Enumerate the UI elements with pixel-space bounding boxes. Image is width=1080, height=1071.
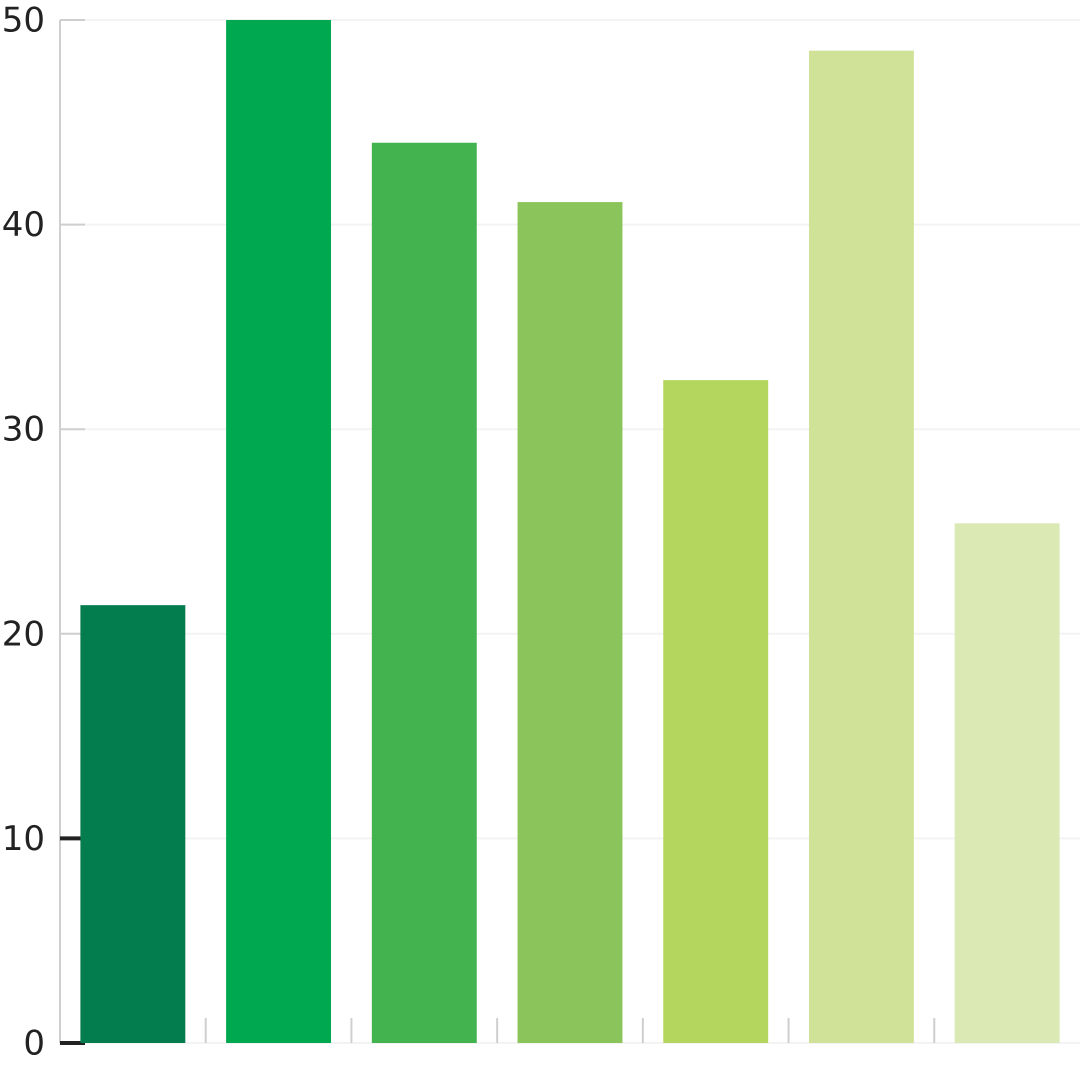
bar bbox=[663, 380, 769, 1043]
y-tick-label: 30 bbox=[2, 410, 45, 450]
y-tick-label: 0 bbox=[23, 1024, 45, 1064]
y-tick-label: 20 bbox=[2, 614, 45, 654]
bar bbox=[226, 20, 332, 1043]
y-tick-label: 40 bbox=[2, 205, 45, 245]
bar bbox=[808, 50, 914, 1043]
bar bbox=[80, 605, 186, 1043]
bar bbox=[371, 142, 477, 1043]
y-tick-label: 50 bbox=[2, 1, 45, 41]
bar bbox=[954, 523, 1060, 1043]
y-tick-label: 10 bbox=[2, 819, 45, 859]
bar bbox=[517, 202, 623, 1043]
